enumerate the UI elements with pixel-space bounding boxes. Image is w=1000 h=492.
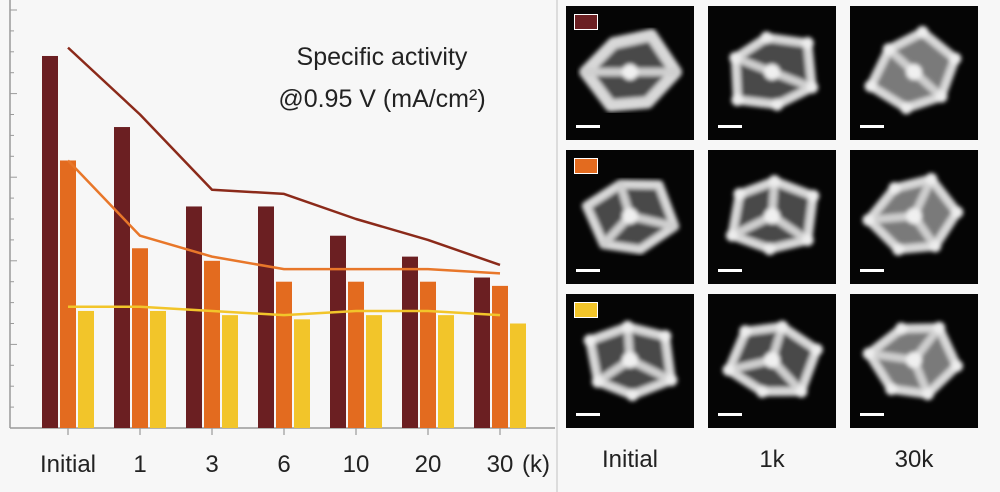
bar: [510, 323, 526, 428]
nanoframe-image: [722, 320, 823, 398]
x-tick-label: 10: [343, 451, 370, 478]
bar: [330, 235, 346, 428]
x-tick-label: 3: [205, 451, 218, 478]
bar: [78, 310, 94, 428]
nanoframe-image: [862, 172, 964, 256]
bar: [276, 281, 292, 428]
bar: [222, 315, 238, 428]
scale-bar: [576, 125, 600, 128]
scale-bar: [576, 413, 600, 416]
row-color-swatch: [574, 14, 598, 30]
nanoframe-image: [729, 31, 819, 111]
nanoframe-image: [864, 26, 962, 115]
micrograph-tile: [850, 294, 978, 428]
micrograph-tile: [850, 6, 978, 140]
row-color-swatch: [574, 158, 598, 174]
x-tick-label: 1: [133, 451, 146, 478]
micrograph-tile: [850, 150, 978, 284]
nanoframe-image: [862, 321, 963, 401]
chart-title-line-1: Specific activity: [296, 43, 468, 71]
micrograph-tile: [566, 6, 694, 140]
bar: [348, 281, 364, 428]
chart-title: Specific activity @0.95 V (mA/cm²): [232, 36, 532, 120]
x-tick-label: 20: [415, 451, 442, 478]
bar: [132, 248, 148, 428]
bar: [474, 277, 490, 428]
micrograph-column-label: Initial: [601, 446, 659, 473]
bar: [258, 206, 274, 428]
bar: [366, 315, 382, 428]
trend-line: [67, 159, 501, 275]
bar: [420, 281, 436, 428]
bar: [60, 160, 76, 429]
chart-title-line-2: @0.95 V (mA/cm²): [278, 85, 486, 113]
micrograph-tile: [708, 150, 836, 284]
nanoframe-image: [583, 320, 678, 402]
bar: [438, 315, 454, 428]
nanoframe-image: [581, 179, 680, 255]
bar: [402, 256, 418, 428]
micrograph-tile: [708, 6, 836, 140]
bar: [294, 319, 310, 428]
micrograph-tile: [566, 150, 694, 284]
micrograph-column-label: 1k: [759, 446, 785, 473]
scale-bar: [860, 125, 884, 128]
scale-bar: [718, 269, 742, 272]
bar-chart: Initial 1 3 6 10 20 30 (k): [9, 0, 555, 478]
row-color-swatch: [574, 302, 598, 318]
bar: [42, 55, 58, 428]
x-tick-label: 6: [277, 451, 290, 478]
trend-line: [68, 305, 501, 317]
scale-bar: [860, 269, 884, 272]
scale-bar: [860, 413, 884, 416]
bar: [204, 260, 220, 428]
micrograph-tile: [566, 294, 694, 428]
bar: [114, 127, 130, 428]
micrograph-column-label: 30k: [894, 446, 934, 473]
x-tick-label: 30: [487, 451, 514, 478]
trend-line: [67, 46, 501, 267]
panel-divider: [556, 0, 558, 492]
nanoframe-image: [725, 175, 820, 256]
micrograph-tile: [708, 294, 836, 428]
bar: [492, 285, 508, 428]
micrograph-grid: Initial 1k 30k: [560, 0, 1000, 492]
bar-chart-panel: Initial 1 3 6 10 20 30 (k) Specific activity @0…: [9, 0, 555, 478]
nanoframe-image: [579, 29, 682, 112]
scale-bar: [718, 413, 742, 416]
bar: [150, 310, 166, 428]
scale-bar: [576, 269, 600, 272]
bar: [186, 206, 202, 428]
scale-bar: [718, 125, 742, 128]
x-unit-label: (k): [522, 451, 550, 478]
x-tick-label: Initial: [40, 451, 96, 478]
